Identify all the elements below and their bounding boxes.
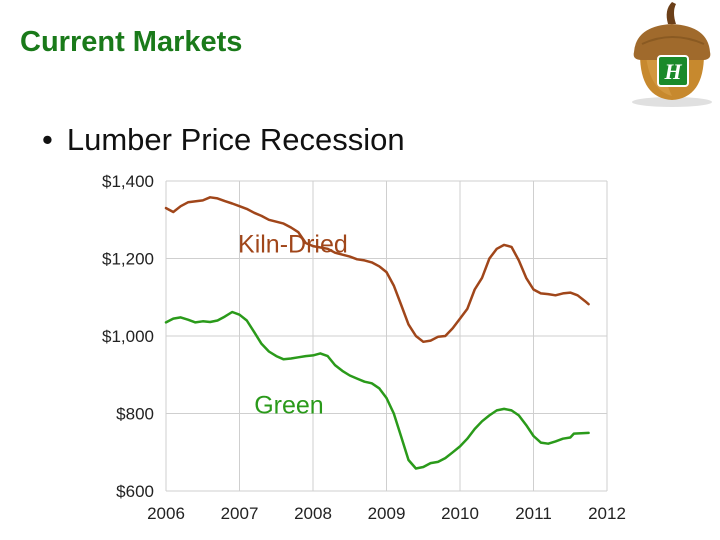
bullet-text: Lumber Price Recession <box>66 122 405 157</box>
series-labels: Kiln-Dried Green <box>238 231 348 420</box>
y-tick-label: $800 <box>116 405 154 424</box>
slide-title: Current Markets <box>20 26 243 58</box>
grid-lines <box>165 180 608 492</box>
x-tick-label: 2011 <box>515 504 552 523</box>
x-tick-label: 2010 <box>441 504 479 523</box>
y-tick-label: $1,400 <box>102 172 154 191</box>
x-axis-ticks: 2006 2007 2008 2009 2010 2011 2012 <box>147 504 626 523</box>
series-line-kiln-dried <box>164 196 590 344</box>
y-axis-ticks: $600 $800 $1,000 $1,200 $1,400 <box>102 172 154 501</box>
x-tick-label: 2009 <box>368 504 406 523</box>
logo-letter: H <box>663 59 682 84</box>
y-tick-label: $1,000 <box>102 327 154 346</box>
bullet-item: • Lumber Price Recession <box>42 122 405 158</box>
x-tick-label: 2006 <box>147 504 185 523</box>
y-tick-label: $1,200 <box>102 250 154 269</box>
series-label-kiln-dried: Kiln-Dried <box>238 231 348 259</box>
y-tick-label: $600 <box>116 482 154 501</box>
series-line-green <box>164 310 590 470</box>
bullet-dot-icon: • <box>42 122 53 157</box>
series-label-green: Green <box>254 392 323 420</box>
x-tick-label: 2008 <box>294 504 332 523</box>
acorn-logo-icon: H <box>632 2 712 107</box>
series-lines <box>164 196 590 470</box>
x-tick-label: 2012 <box>588 504 626 523</box>
x-tick-label: 2007 <box>221 504 259 523</box>
